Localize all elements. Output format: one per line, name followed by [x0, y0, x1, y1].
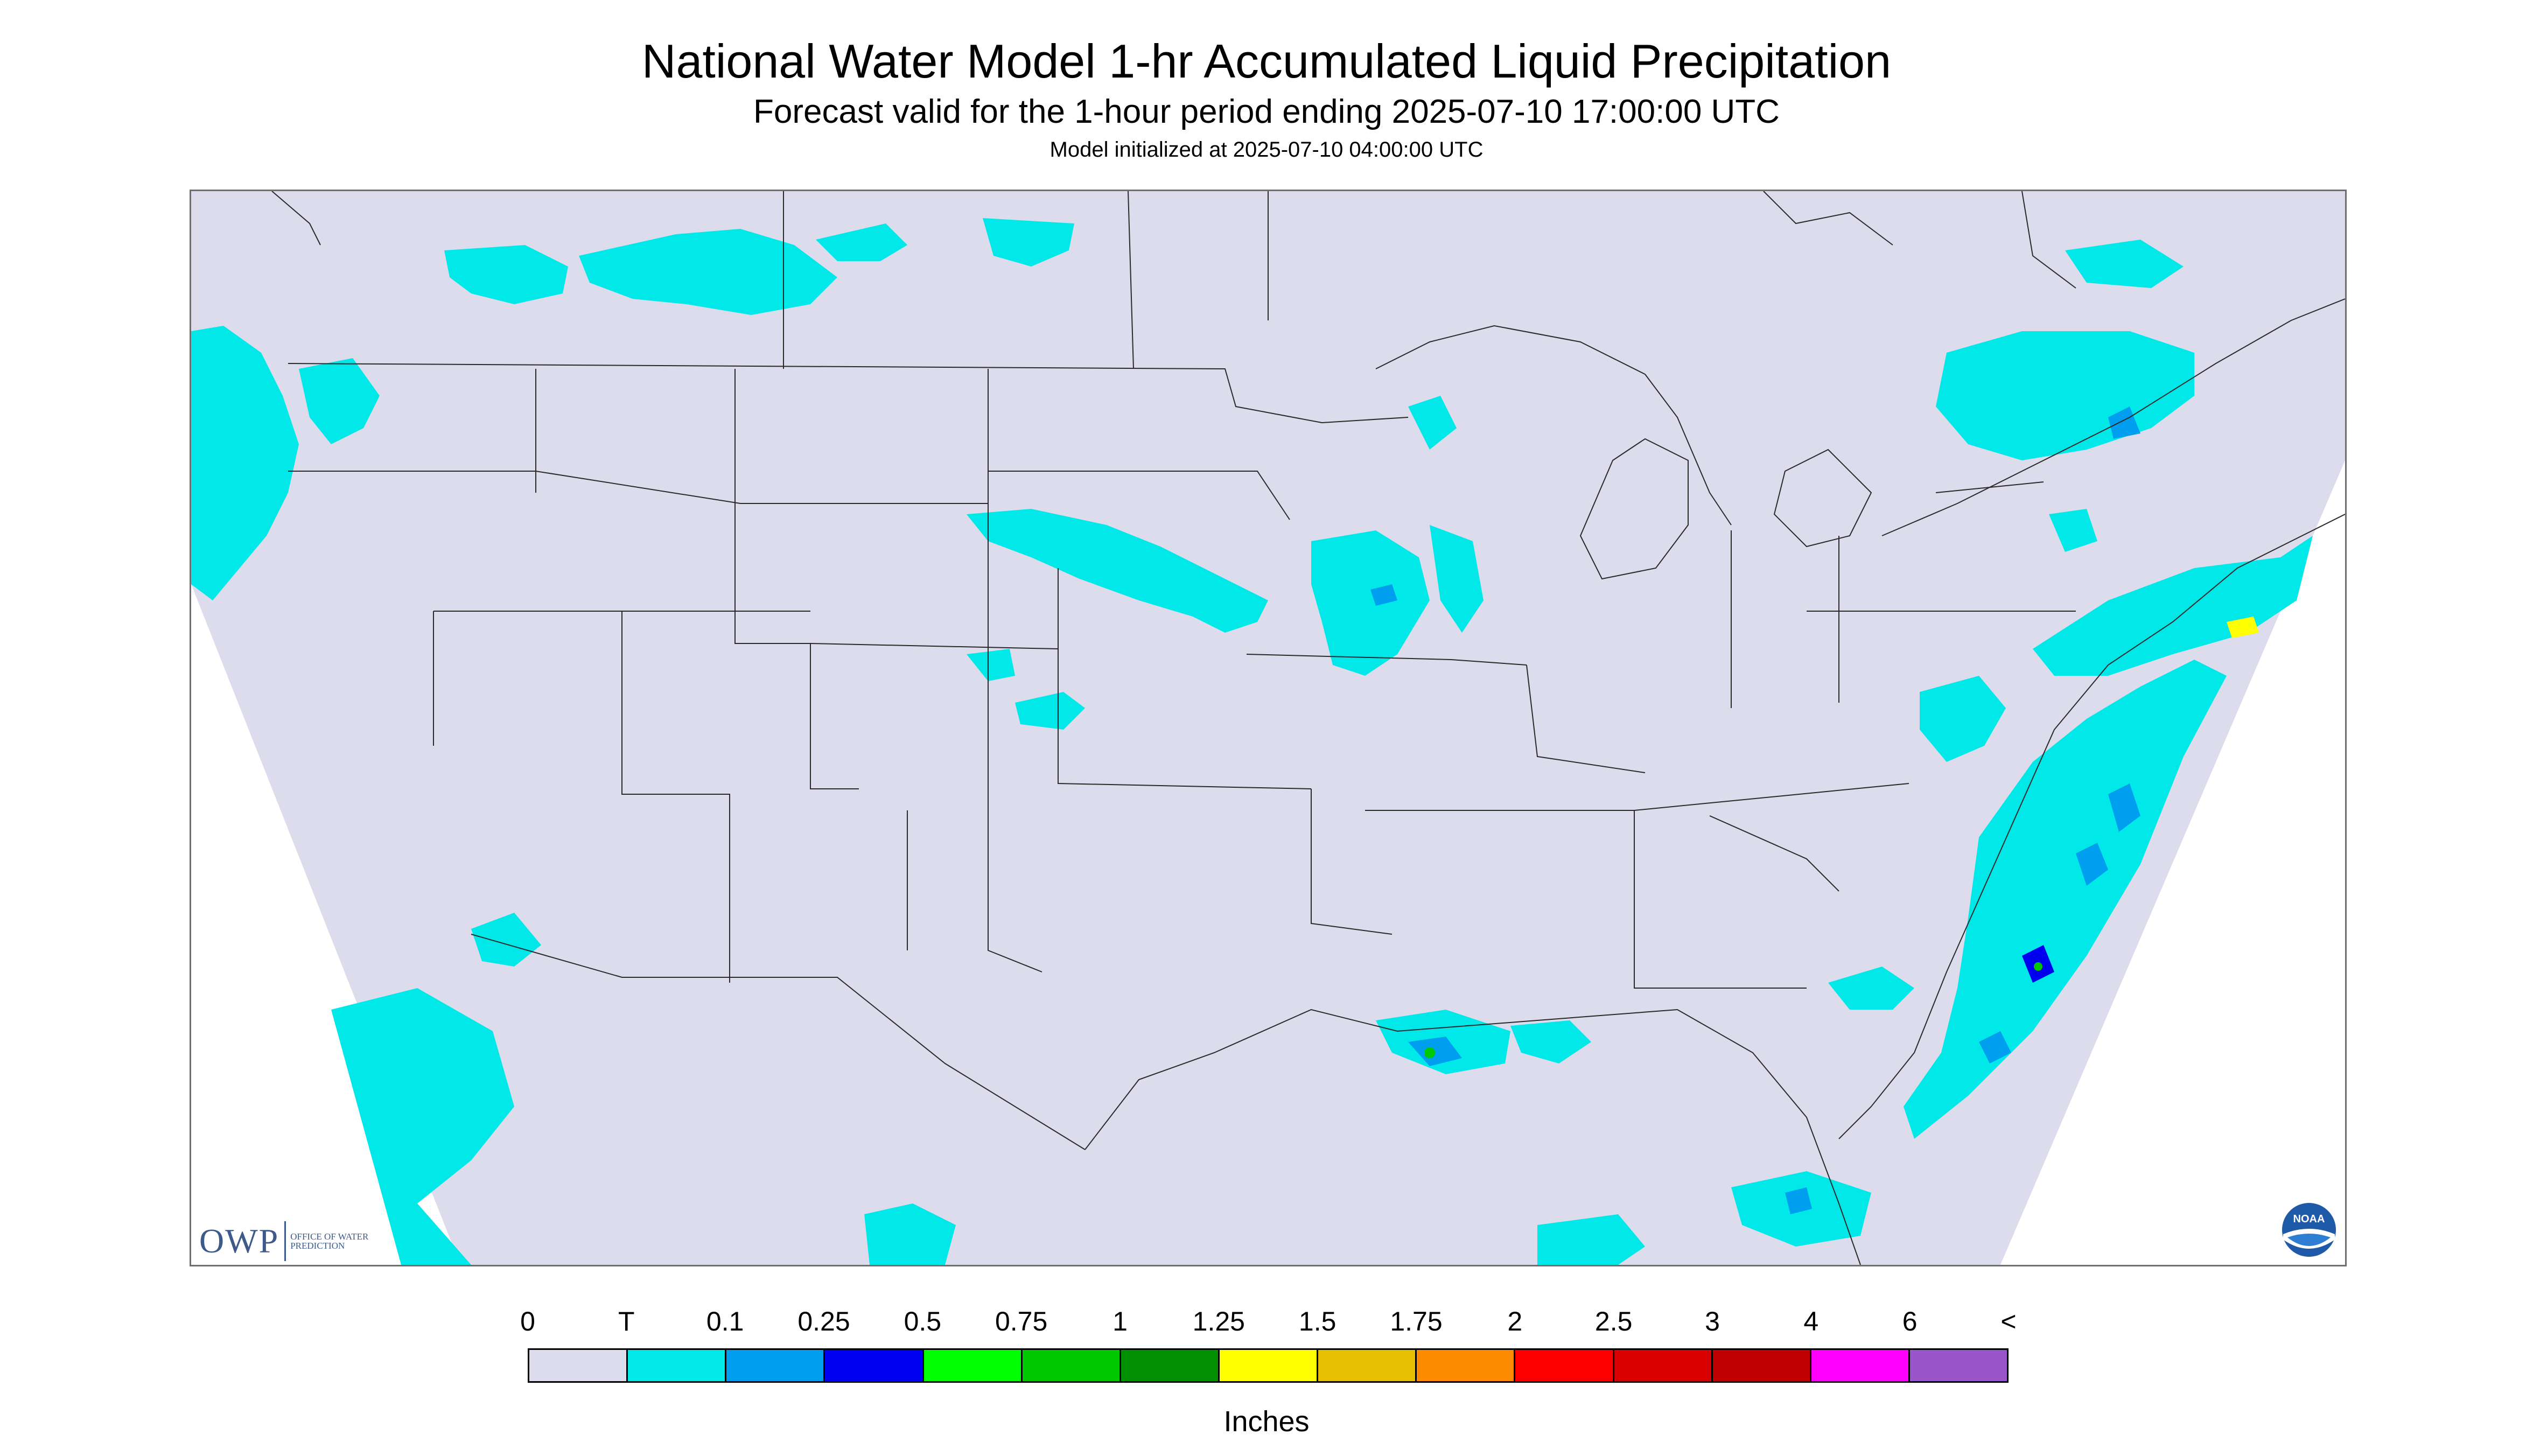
legend-labels: 0 T 0.1 0.25 0.5 0.75 1 1.25 1.5 1.75 2 2.5 3 4 6 <	[0, 1305, 2533, 1338]
legend-tick-label: 1	[1112, 1306, 1128, 1336]
legend-tick-label: 2.5	[1594, 1306, 1633, 1336]
legend-swatch	[1515, 1350, 1614, 1381]
legend-tick-label: 0	[520, 1306, 535, 1336]
legend-swatch	[1909, 1350, 2007, 1381]
legend-tick-label: 0.25	[797, 1306, 850, 1336]
legend-swatch	[923, 1350, 1023, 1381]
legend-tick-label: 1.5	[1298, 1306, 1337, 1336]
legend-color-bar	[528, 1348, 2009, 1383]
legend-swatch	[529, 1350, 628, 1381]
map-title: National Water Model 1-hr Accumulated Li…	[641, 34, 1892, 88]
legend-swatch	[1712, 1350, 1811, 1381]
legend-tick-label: 0.75	[995, 1306, 1048, 1336]
legend-tick-label: 1.25	[1192, 1306, 1245, 1336]
owp-logo-mark: OWP	[199, 1221, 286, 1261]
legend-swatch	[1219, 1350, 1319, 1381]
model-init-line: Model initialized at 2025-07-10 04:00:00…	[1049, 138, 1484, 162]
heavier-precip-areas	[1370, 407, 2259, 1214]
legend-swatch	[1318, 1350, 1417, 1381]
legend-swatch	[628, 1350, 727, 1381]
legend-swatch	[1121, 1350, 1220, 1381]
legend-tick-label: 2	[1507, 1306, 1523, 1336]
noaa-logo-text: NOAA	[2293, 1213, 2325, 1225]
map-canvas	[191, 191, 2345, 1265]
owp-logo: OWP OFFICE OF WATER PREDICTION	[199, 1221, 371, 1261]
state-boundaries	[271, 191, 2345, 1265]
legend-tick-label: T	[618, 1306, 635, 1336]
trace-precip-areas	[191, 218, 2313, 1265]
precipitation-map	[190, 190, 2347, 1266]
owp-logo-text: OFFICE OF WATER PREDICTION	[290, 1231, 369, 1251]
legend-unit-label: Inches	[1223, 1405, 1310, 1438]
legend-tick-label: 6	[1902, 1306, 1918, 1336]
forecast-valid-subtitle: Forecast valid for the 1-hour period end…	[753, 93, 1780, 130]
legend-tick-label: 0.1	[706, 1306, 744, 1336]
legend-tick-label: 1.75	[1390, 1306, 1443, 1336]
legend-swatch	[825, 1350, 924, 1381]
legend-swatch	[1811, 1350, 1910, 1381]
legend-tick-label: 4	[1803, 1306, 1819, 1336]
legend-tick-label: 0.5	[904, 1306, 942, 1336]
noaa-logo: NOAA	[2282, 1203, 2336, 1257]
legend-tick-label: <	[2000, 1306, 2017, 1336]
legend-swatch	[726, 1350, 825, 1381]
model-domain	[191, 191, 2345, 1265]
legend-swatch	[1022, 1350, 1121, 1381]
legend-swatch	[1417, 1350, 1516, 1381]
legend-swatch	[1614, 1350, 1713, 1381]
legend-tick-label: 3	[1705, 1306, 1720, 1336]
